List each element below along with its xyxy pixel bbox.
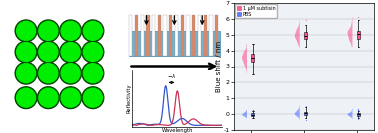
Circle shape: [60, 20, 82, 42]
Bar: [198, 15, 201, 56]
Circle shape: [39, 64, 58, 83]
Bar: [186, 15, 190, 56]
Circle shape: [15, 87, 37, 109]
Circle shape: [61, 43, 80, 61]
Legend: 1 μM subtisin, PBS: 1 μM subtisin, PBS: [235, 4, 277, 18]
Circle shape: [39, 43, 58, 61]
Bar: [181, 15, 184, 56]
Bar: [135, 15, 138, 56]
PathPatch shape: [304, 32, 307, 39]
Bar: [175, 15, 178, 56]
Bar: [204, 15, 207, 56]
Circle shape: [82, 41, 104, 63]
Circle shape: [61, 64, 80, 83]
Bar: [163, 15, 167, 56]
PathPatch shape: [357, 113, 360, 116]
Circle shape: [37, 87, 59, 109]
Circle shape: [61, 88, 80, 107]
PathPatch shape: [251, 54, 254, 62]
Bar: [152, 15, 155, 56]
PathPatch shape: [357, 31, 360, 39]
Text: $-\lambda$: $-\lambda$: [167, 72, 176, 80]
Circle shape: [17, 21, 36, 40]
Circle shape: [39, 88, 58, 107]
Circle shape: [17, 88, 36, 107]
Circle shape: [82, 20, 104, 42]
Circle shape: [84, 88, 102, 107]
Bar: [158, 15, 161, 56]
Bar: [209, 15, 212, 56]
Circle shape: [15, 62, 37, 84]
Circle shape: [39, 21, 58, 40]
Bar: [129, 15, 132, 56]
Circle shape: [37, 62, 59, 84]
Circle shape: [37, 20, 59, 42]
Bar: [141, 15, 144, 56]
Circle shape: [61, 21, 80, 40]
Circle shape: [17, 43, 36, 61]
Bar: [169, 15, 172, 56]
Circle shape: [84, 43, 102, 61]
PathPatch shape: [304, 112, 307, 115]
Bar: [129, 31, 220, 56]
Text: 100 μm: 100 μm: [77, 110, 93, 114]
Y-axis label: Blue shift / nm: Blue shift / nm: [216, 41, 222, 92]
Bar: [192, 15, 195, 56]
Circle shape: [17, 64, 36, 83]
Circle shape: [82, 87, 104, 109]
Circle shape: [60, 87, 82, 109]
X-axis label: Wavelength: Wavelength: [161, 128, 193, 133]
Bar: [215, 15, 218, 56]
Circle shape: [82, 62, 104, 84]
Circle shape: [37, 41, 59, 63]
Circle shape: [60, 62, 82, 84]
Circle shape: [60, 41, 82, 63]
Circle shape: [84, 64, 102, 83]
Circle shape: [15, 20, 37, 42]
Circle shape: [15, 41, 37, 63]
Circle shape: [84, 21, 102, 40]
Bar: [146, 15, 150, 56]
Y-axis label: Reflectivity: Reflectivity: [126, 84, 131, 113]
PathPatch shape: [251, 113, 254, 116]
